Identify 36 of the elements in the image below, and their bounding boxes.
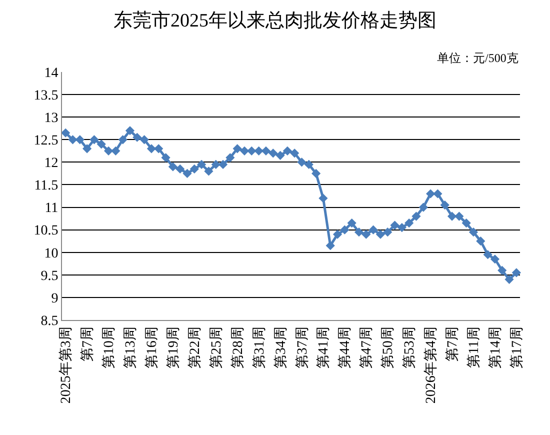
x-tick-label: 第34周 bbox=[272, 326, 289, 369]
x-tick-label: 第22周 bbox=[186, 326, 203, 369]
x-tick-label: 第37周 bbox=[294, 326, 310, 369]
y-tick-label: 10 bbox=[44, 246, 58, 262]
x-tick-label: 第7周 bbox=[444, 326, 461, 362]
x-tick-label: 第13周 bbox=[122, 326, 139, 369]
y-tick-label: 13.5 bbox=[34, 88, 58, 104]
y-tick-label: 13 bbox=[44, 110, 58, 126]
x-tick-label: 第28周 bbox=[230, 326, 246, 369]
x-tick-label: 第47周 bbox=[358, 326, 375, 369]
y-tick-label: 9 bbox=[51, 291, 58, 306]
y-tick-label: 9.5 bbox=[40, 268, 58, 284]
x-tick-label: 2025年第3周 bbox=[58, 326, 74, 404]
x-tick-label: 第41周 bbox=[316, 326, 332, 369]
x-tick-label: 第7周 bbox=[80, 326, 96, 362]
text: 单位：元/500克 bbox=[437, 51, 518, 65]
y-tick-label: 8.5 bbox=[40, 314, 58, 329]
x-tick-label: 第50周 bbox=[380, 326, 396, 369]
y-tick-label: 14 bbox=[44, 66, 58, 81]
x-tick-label: 第19周 bbox=[165, 326, 182, 369]
y-tick-label: 11.5 bbox=[34, 178, 58, 194]
x-tick-label: 第31周 bbox=[251, 326, 268, 369]
x-tick-label: 第17周 bbox=[508, 326, 525, 369]
x-tick-label: 2026年第4周 bbox=[423, 326, 440, 404]
y-tick-label: 12.5 bbox=[34, 134, 58, 149]
x-tick-label: 第10周 bbox=[101, 326, 118, 369]
y-tick-label: 11 bbox=[44, 201, 58, 216]
chart-title: 东莞市2025年以来总肉批发价格走势图 bbox=[114, 9, 436, 32]
y-tick-label: 12 bbox=[44, 156, 58, 172]
y-tick-label: 10.5 bbox=[34, 224, 58, 239]
x-tick-label: 第11周 bbox=[466, 326, 482, 368]
x-tick-label: 第25周 bbox=[208, 326, 224, 369]
x-tick-label: 第16周 bbox=[144, 326, 160, 369]
x-tick-label: 第44周 bbox=[337, 326, 354, 369]
x-tick-label: 第14周 bbox=[488, 326, 504, 369]
x-tick-label: 第53周 bbox=[402, 326, 418, 369]
